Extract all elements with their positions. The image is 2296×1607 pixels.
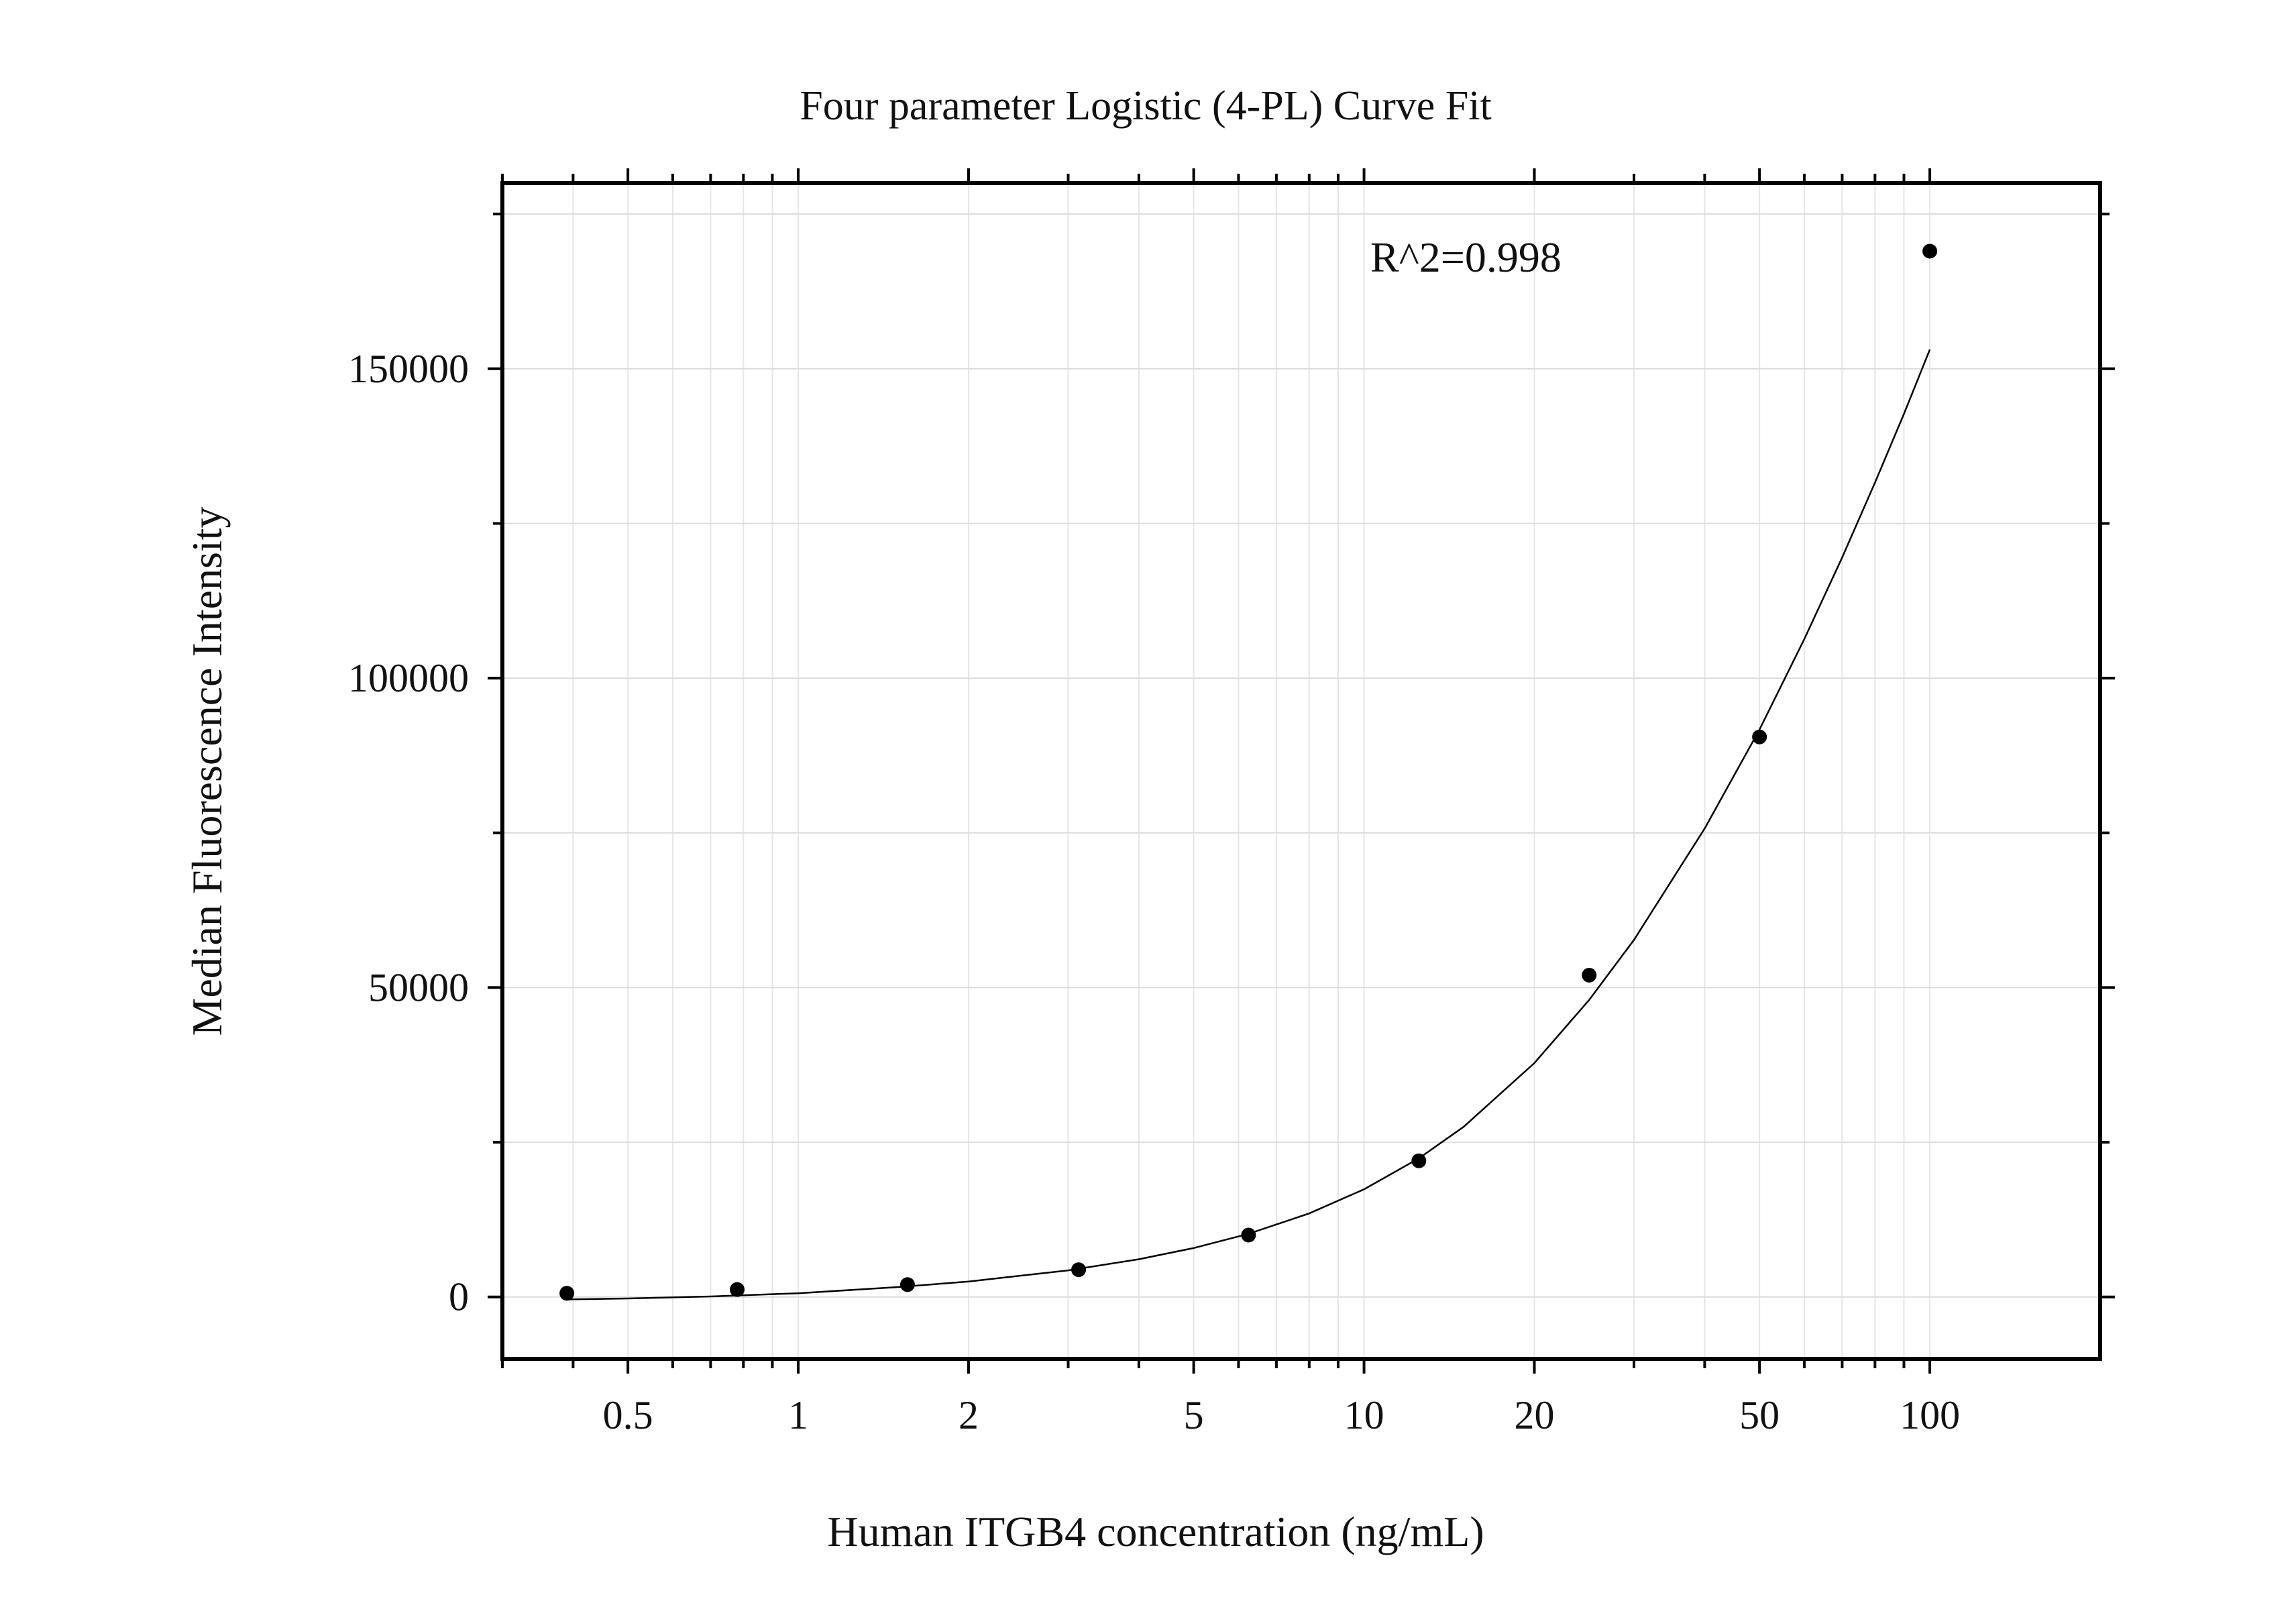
x-tick-label: 10 xyxy=(1344,1393,1384,1437)
data-point xyxy=(1922,243,1938,259)
y-axis-label: Median Fluorescence Intensity xyxy=(183,506,231,1036)
plot-frame xyxy=(500,181,2102,1361)
x-tick-label: 0.5 xyxy=(603,1393,653,1437)
r-squared-annotation: R^2=0.998 xyxy=(1370,233,1562,281)
x-tick-label: 50 xyxy=(1739,1393,1780,1437)
chart-title: Four parameter Logistic (4-PL) Curve Fit xyxy=(800,83,1491,129)
data-point xyxy=(730,1282,745,1297)
x-tick-label: 5 xyxy=(1184,1393,1204,1437)
data-point xyxy=(1752,729,1767,744)
x-tick-label: 2 xyxy=(959,1393,979,1437)
y-tick-label: 100000 xyxy=(348,656,469,700)
data-point xyxy=(1582,967,1597,983)
fit-curve-layer xyxy=(567,349,1931,1300)
x-axis-label: Human ITGB4 concentration (ng/mL) xyxy=(827,1508,1484,1555)
x-tick-label: 100 xyxy=(1900,1393,1960,1437)
data-point xyxy=(899,1277,915,1292)
data-point xyxy=(1241,1227,1256,1243)
fit-curve-line xyxy=(567,349,1931,1300)
data-points-layer xyxy=(559,243,1938,1301)
data-point xyxy=(559,1286,575,1301)
data-point xyxy=(1071,1262,1087,1278)
axis-ticks-layer: 0.5 1 2 5 10 20 50 100 0 50000 100000 150000 xyxy=(348,168,2115,1437)
grid-layer xyxy=(502,183,2100,1359)
x-tick-label: 20 xyxy=(1514,1393,1554,1437)
y-tick-label: 0 xyxy=(449,1275,469,1319)
x-tick-label: 1 xyxy=(788,1393,808,1437)
data-point xyxy=(1411,1153,1427,1168)
y-tick-label: 50000 xyxy=(368,965,469,1009)
y-tick-label: 150000 xyxy=(348,347,469,391)
